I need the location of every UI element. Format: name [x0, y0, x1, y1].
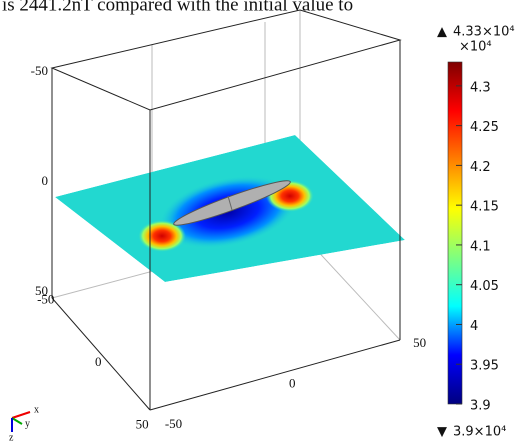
- z-tick-label: -50: [31, 63, 48, 78]
- colorbar-tick-label: 3.95: [470, 359, 499, 374]
- colorbar-min: 3.9×10⁴: [453, 425, 506, 440]
- colorbar: [448, 62, 462, 404]
- max-marker: ▲: [437, 25, 447, 40]
- colorbar-tick-label: 4.05: [470, 279, 499, 294]
- colorbar-multiplier: ×10⁴: [459, 40, 492, 55]
- triad-label: y: [25, 418, 30, 429]
- colorbar-tick-label: 4.1: [470, 239, 491, 254]
- colorbar-tick-label: 4: [470, 319, 478, 334]
- y-tick-label: 0: [95, 354, 102, 369]
- x-tick-label: -50: [165, 416, 182, 431]
- y-tick-label: 50: [136, 416, 149, 431]
- colorbar-tick-label: 4.15: [470, 200, 499, 215]
- z-tick-label: 0: [42, 173, 49, 188]
- min-marker: ▼: [437, 425, 447, 440]
- triad-label: x: [34, 404, 39, 415]
- chart: is 2441.2nT compared with the initial va…: [0, 0, 531, 443]
- colorbar-max: 4.33×10⁴: [453, 25, 515, 40]
- colorbar-tick-label: 4.2: [470, 160, 491, 175]
- x-tick-label: 50: [413, 335, 426, 350]
- colorbar-tick-label: 4.25: [470, 120, 499, 135]
- colorbar-tick-label: 4.3: [470, 80, 491, 95]
- triad-label: z: [9, 432, 14, 443]
- x-tick-label: 0: [289, 375, 296, 390]
- colorbar-tick-label: 3.9: [470, 399, 491, 414]
- y-tick-label: -50: [37, 291, 54, 306]
